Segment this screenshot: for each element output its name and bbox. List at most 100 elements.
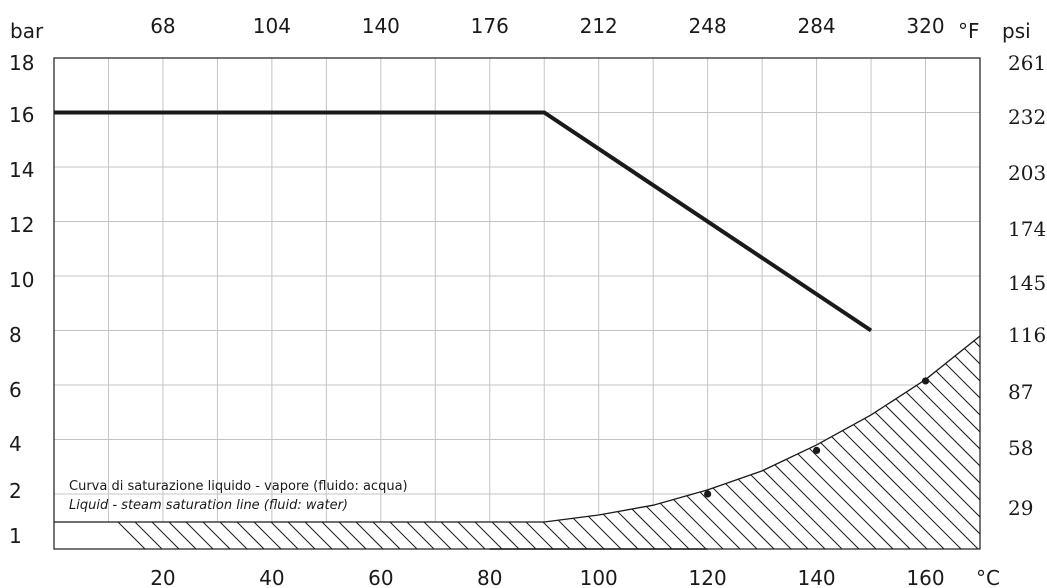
saturation-curve bbox=[54, 335, 981, 523]
hatch-line bbox=[248, 335, 741, 549]
hatch-line bbox=[401, 335, 894, 549]
hatch-line bbox=[54, 335, 350, 549]
x-top-tick-label: 212 bbox=[580, 14, 618, 38]
hatch-line bbox=[384, 335, 877, 549]
saturation-note-en: Liquid - steam saturation line (fluid: w… bbox=[69, 498, 348, 513]
hatch-line bbox=[367, 335, 860, 549]
hatch-line bbox=[54, 335, 265, 549]
hatch-line bbox=[54, 335, 282, 549]
hatch-line bbox=[54, 335, 418, 549]
y-left-tick-label: 8 bbox=[9, 323, 22, 347]
x-top-tick-label: 104 bbox=[253, 14, 291, 38]
y-left-tick-label: 4 bbox=[9, 432, 22, 456]
hatch-line bbox=[95, 335, 588, 549]
x-bottom-tick-label: 100 bbox=[580, 566, 618, 588]
y-left-tick-label: 14 bbox=[9, 158, 34, 182]
y-left-tick-label: 2 bbox=[9, 479, 22, 503]
hatch-line bbox=[54, 335, 401, 549]
hatch-line bbox=[282, 335, 775, 549]
hatch-line bbox=[54, 335, 163, 549]
saturation-note-it: Curva di saturazione liquido - vapore (f… bbox=[69, 479, 408, 494]
y-right-tick-label: 29 bbox=[1008, 496, 1033, 520]
hatch-line bbox=[54, 335, 214, 549]
hatch-line bbox=[54, 335, 231, 549]
hatch-line bbox=[61, 335, 554, 549]
hatch-line bbox=[112, 335, 605, 549]
hatch-line bbox=[452, 335, 945, 549]
hatch-line bbox=[554, 335, 980, 549]
hatch-line bbox=[54, 335, 197, 549]
x-top-tick-label: 68 bbox=[150, 14, 175, 38]
y-right-unit: psi bbox=[1002, 19, 1031, 43]
x-top-tick-label: 320 bbox=[906, 14, 944, 38]
y-right-tick-label: 174 bbox=[1008, 217, 1046, 241]
x-bottom-tick-label: 160 bbox=[906, 566, 944, 588]
x-top-unit: °F bbox=[958, 19, 980, 43]
x-top-tick-label: 140 bbox=[362, 14, 400, 38]
y-left-tick-label: 10 bbox=[9, 268, 34, 292]
hatch-line bbox=[299, 335, 792, 549]
hatch-line bbox=[54, 335, 486, 549]
y-right-tick-label: 116 bbox=[1008, 323, 1046, 347]
y-right-tick-label: 145 bbox=[1008, 271, 1046, 295]
x-bottom-unit: °C bbox=[976, 566, 1000, 588]
hatch-line bbox=[54, 335, 333, 549]
hatch-line bbox=[54, 335, 299, 549]
hatch-line bbox=[265, 335, 758, 549]
y-left-tick-label: 6 bbox=[9, 378, 22, 402]
saturation-point-1 bbox=[812, 446, 821, 454]
y-right-tick-label: 232 bbox=[1008, 105, 1046, 129]
hatch-line bbox=[350, 335, 843, 549]
y-left-unit: bar bbox=[10, 19, 44, 43]
saturation-point-0 bbox=[704, 490, 712, 498]
hatch-line bbox=[333, 335, 826, 549]
hatch-line bbox=[486, 335, 979, 549]
hatch-line bbox=[997, 58, 1047, 549]
y-left-tick-label: 16 bbox=[9, 103, 34, 127]
hatch-line bbox=[537, 335, 980, 549]
x-bottom-tick-label: 120 bbox=[689, 566, 727, 588]
hatch-line bbox=[214, 335, 707, 549]
hatch-line bbox=[54, 335, 503, 549]
hatch-line bbox=[979, 335, 980, 549]
x-top-tick-label: 248 bbox=[689, 14, 727, 38]
hatch-line bbox=[469, 335, 962, 549]
hatch-line bbox=[54, 335, 180, 549]
x-top-tick-label: 176 bbox=[471, 14, 509, 38]
y-right-tick-label: 261 bbox=[1008, 51, 1046, 75]
hatch-line bbox=[435, 335, 928, 549]
saturation-region-fill bbox=[54, 335, 980, 549]
x-bottom-tick-label: 140 bbox=[797, 566, 835, 588]
hatch-line bbox=[503, 335, 980, 549]
y-right-tick-label: 203 bbox=[1008, 161, 1046, 185]
hatch-line bbox=[146, 335, 639, 549]
hatch-line bbox=[163, 335, 656, 549]
x-bottom-tick-label: 60 bbox=[368, 566, 393, 588]
hatch-line bbox=[54, 335, 248, 549]
y-right-tick-label: 87 bbox=[1008, 380, 1033, 404]
hatch-line bbox=[54, 335, 520, 549]
hatch-line bbox=[54, 335, 452, 549]
saturation-region bbox=[54, 58, 1047, 549]
hatch-line bbox=[78, 335, 571, 549]
hatch-line bbox=[54, 335, 469, 549]
y-left-tick-label: 18 bbox=[9, 51, 34, 75]
hatch-line bbox=[231, 335, 724, 549]
x-top-tick-label: 284 bbox=[797, 14, 835, 38]
hatch-line bbox=[54, 335, 146, 549]
hatch-line bbox=[316, 335, 809, 549]
x-bottom-tick-label: 20 bbox=[150, 566, 175, 588]
hatch-line bbox=[54, 335, 367, 549]
hatch-line bbox=[418, 335, 911, 549]
y-left-tick-label: 12 bbox=[9, 213, 34, 237]
y-left-tick-label: 1 bbox=[9, 524, 22, 548]
hatch-line bbox=[520, 335, 980, 549]
saturation-point-2 bbox=[921, 377, 930, 385]
x-bottom-tick-label: 80 bbox=[477, 566, 502, 588]
y-right-tick-label: 58 bbox=[1008, 436, 1033, 460]
hatch-line bbox=[54, 335, 384, 549]
hatch-line bbox=[129, 335, 622, 549]
hatch-line bbox=[54, 335, 537, 549]
hatch-line bbox=[54, 335, 316, 549]
